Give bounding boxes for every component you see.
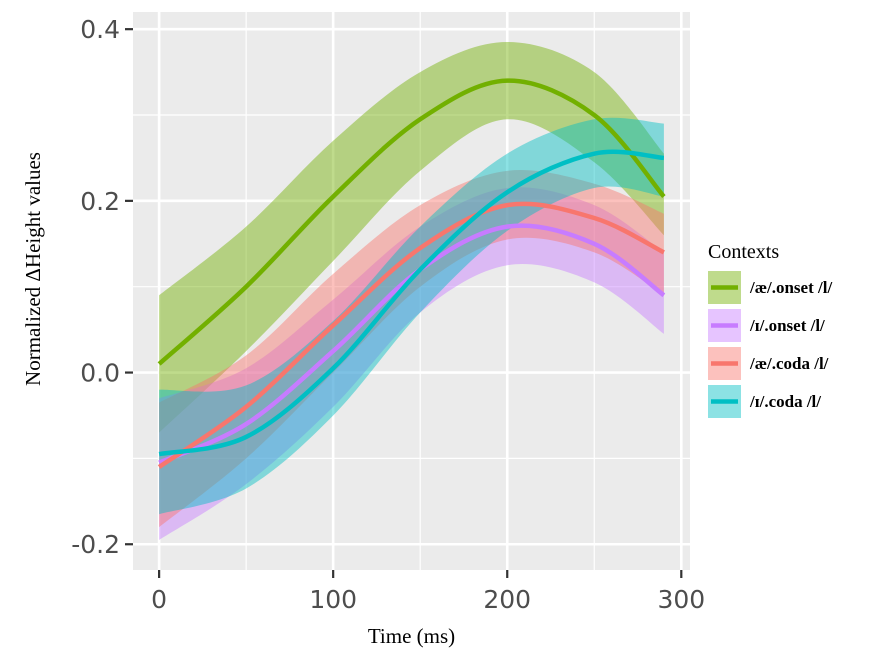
legend-title: Contexts	[708, 241, 779, 263]
y-tick-label: 0.4	[80, 15, 120, 44]
legend-item: /æ/.onset /l/	[708, 271, 832, 304]
confidence-bands	[159, 42, 664, 540]
x-axis: 0 100 200 300	[151, 570, 705, 614]
band-series-4	[159, 117, 664, 515]
y-axis: -0.2 0.0 0.2 0.4	[71, 15, 133, 559]
legend: Contexts /æ/.onset /l/ /ɪ/.onset /l/ /æ/.c…	[708, 241, 832, 418]
x-tick-label: 300	[657, 585, 705, 614]
grid-major	[133, 12, 690, 570]
band-series-3	[159, 170, 664, 528]
line-series-1	[157, 78, 666, 366]
legend-item: /æ/.coda /l/	[708, 347, 829, 380]
plot-panel	[133, 12, 690, 570]
x-axis-title: Time (ms)	[368, 624, 455, 648]
legend-label: /æ/.onset /l/	[749, 278, 832, 297]
x-tick-label: 100	[309, 585, 357, 614]
legend-item: /ɪ/.onset /l/	[708, 309, 825, 342]
y-tick-label: -0.2	[71, 530, 120, 559]
y-tick-label: 0.2	[80, 187, 120, 216]
x-tick-label: 200	[483, 585, 531, 614]
y-tick-label: 0.0	[80, 359, 120, 388]
band-series-1	[159, 42, 664, 433]
band-series-2	[159, 187, 664, 540]
line-series-3	[157, 201, 665, 469]
legend-label: /ɪ/.coda /l/	[749, 392, 821, 411]
legend-item: /ɪ/.coda /l/	[708, 385, 821, 418]
series-lines	[157, 78, 666, 469]
x-tick-label: 0	[151, 585, 167, 614]
y-axis-title: Normalized ΔHeight values	[21, 152, 45, 386]
legend-label: /ɪ/.onset /l/	[749, 316, 825, 335]
line-series-4	[158, 149, 665, 457]
legend-label: /æ/.coda /l/	[749, 354, 829, 373]
